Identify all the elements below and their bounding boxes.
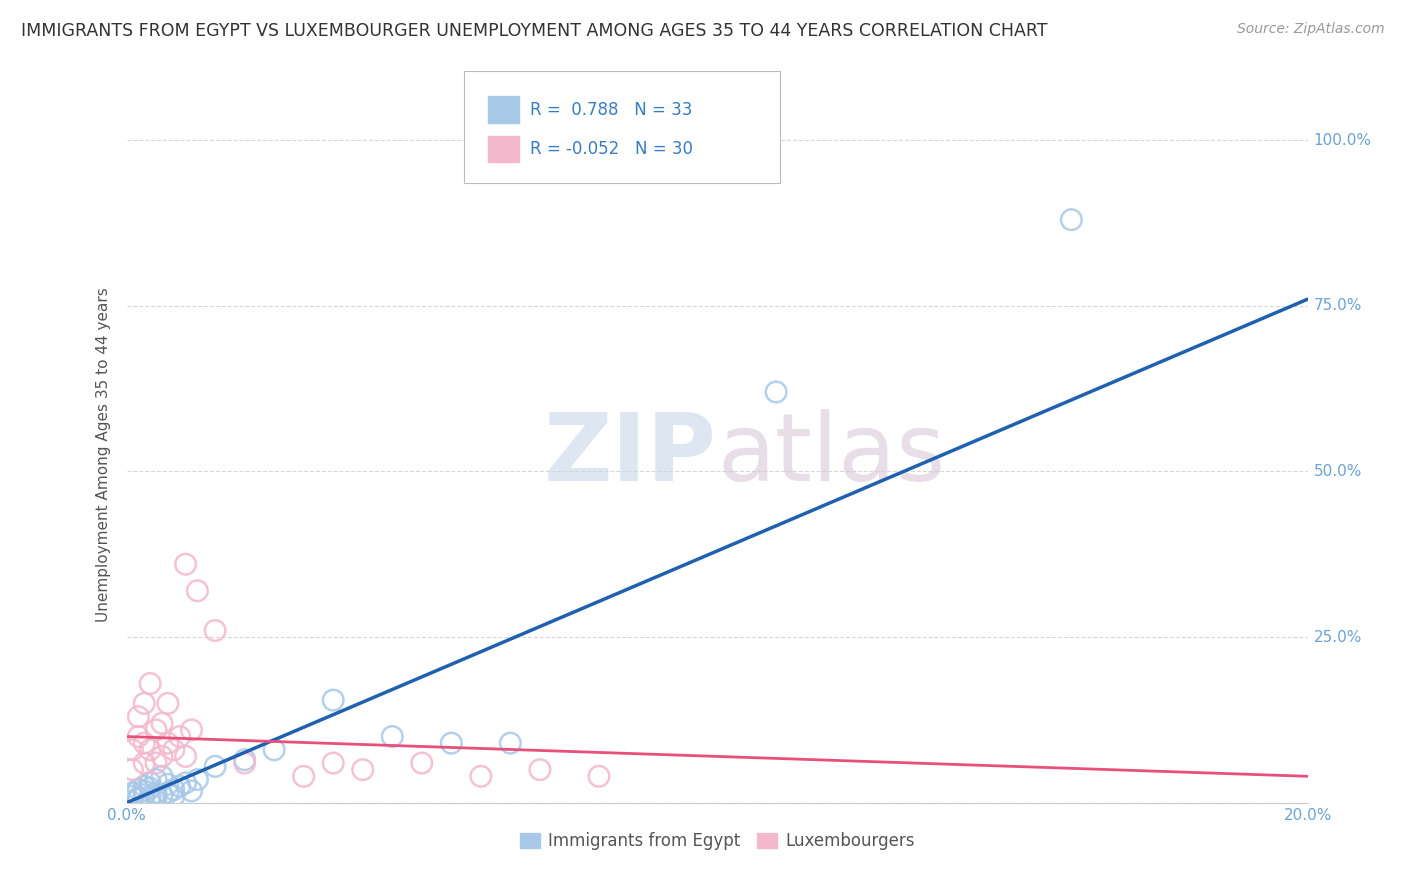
Point [121,789,143,804]
Text: 50.0%: 50.0% [1313,464,1362,479]
Point [263,743,285,757]
Text: 100.0%: 100.0% [1313,133,1371,148]
Point [292,769,315,783]
Point [127,782,149,797]
Point [322,693,344,707]
Point [134,697,156,711]
Point [121,743,143,757]
Point [156,697,179,711]
Point [529,763,551,777]
Point [150,716,173,731]
Point [163,743,186,757]
Point [174,749,197,764]
Text: IMMIGRANTS FROM EGYPT VS LUXEMBOURGER UNEMPLOYMENT AMONG AGES 35 TO 44 YEARS COR: IMMIGRANTS FROM EGYPT VS LUXEMBOURGER UN… [21,22,1047,40]
Text: R =  0.788   N = 33: R = 0.788 N = 33 [530,101,692,119]
Point [121,763,143,777]
Point [499,736,522,750]
Point [163,789,186,804]
Point [204,624,226,638]
Point [156,786,179,800]
Point [169,779,191,793]
Point [1060,212,1083,227]
Text: atlas: atlas [717,409,945,501]
Point [352,763,374,777]
Point [145,772,167,787]
Point [174,776,197,790]
Point [163,782,186,797]
Text: 25.0%: 25.0% [1313,630,1362,645]
Point [134,788,156,802]
Point [127,730,149,744]
Point [322,756,344,770]
Text: ZIP: ZIP [544,409,717,501]
Point [588,769,610,783]
Point [186,583,208,598]
Y-axis label: Unemployment Among Ages 35 to 44 years: Unemployment Among Ages 35 to 44 years [96,287,111,623]
Point [150,769,173,783]
Point [150,749,173,764]
Point [440,736,463,750]
Point [127,792,149,806]
Point [233,756,256,770]
Point [233,753,256,767]
Point [134,756,156,770]
Point [156,777,179,791]
Point [174,558,197,572]
Point [411,756,433,770]
Point [134,779,156,793]
Point [139,789,162,804]
Text: 75.0%: 75.0% [1313,298,1362,313]
Point [145,756,167,770]
Point [139,743,162,757]
Point [139,781,162,796]
Point [156,736,179,750]
Point [134,736,156,750]
Point [470,769,492,783]
Point [180,784,202,798]
Point [121,786,143,800]
Point [150,788,173,802]
Text: Source: ZipAtlas.com: Source: ZipAtlas.com [1237,22,1385,37]
Point [186,772,208,787]
Point [127,709,149,723]
Point [765,384,787,399]
Point [139,776,162,790]
Point [145,723,167,737]
Point [127,790,149,805]
Text: R = -0.052   N = 30: R = -0.052 N = 30 [530,140,693,158]
Point [139,676,162,690]
Point [169,730,191,744]
Point [145,786,167,800]
Point [180,723,202,737]
Point [134,784,156,798]
Point [204,759,226,773]
Point [381,730,404,744]
Point [145,790,167,805]
Legend: Immigrants from Egypt, Luxembourgers: Immigrants from Egypt, Luxembourgers [513,826,921,857]
